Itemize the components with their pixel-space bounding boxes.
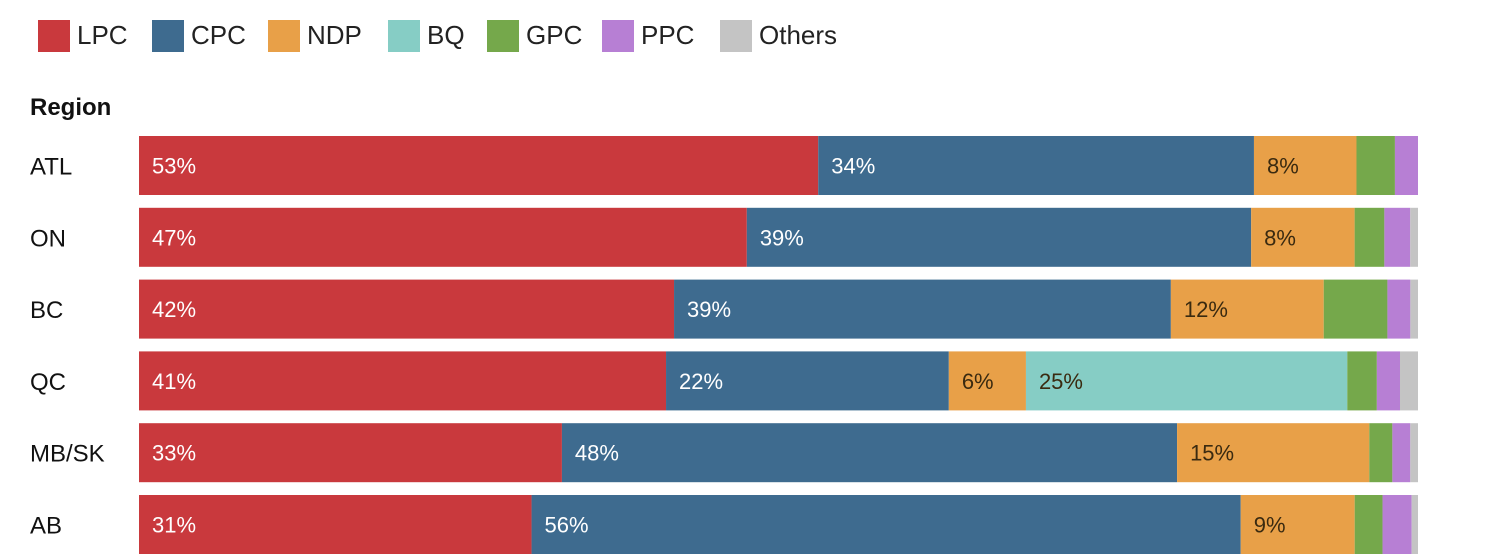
data-label-qc-cpc: 22% [679,369,723,394]
bar-atl-lpc [139,136,819,195]
category-label-qc: QC [30,369,66,396]
bar-bc-lpc [139,279,675,339]
legend-label-ppc: PPC [641,20,694,50]
bar-mb-sk-lpc [139,423,562,483]
bar-on-cpc [746,207,1252,267]
legend-swatch-cpc [152,20,184,52]
data-label-atl-cpc: 34% [831,154,875,179]
bar-bc-ppc [1387,279,1411,339]
category-label-mb-sk: MB/SK [30,441,105,468]
data-label-bc-ndp: 12% [1184,297,1228,322]
bar-on-ndp [1251,207,1355,267]
bar-ab-cpc [531,495,1241,554]
bar-mb-sk-others [1410,423,1418,483]
bar-qc-ppc [1376,351,1401,411]
bar-on-others [1410,207,1418,267]
data-label-qc-bq: 25% [1039,369,1083,394]
data-label-atl-lpc: 53% [152,154,196,179]
bar-atl-gpc [1356,136,1395,195]
legend-label-gpc: GPC [526,20,582,50]
bar-ab-ndp [1240,495,1355,554]
bar-bc-ndp [1170,279,1324,339]
legend-label-others: Others [759,20,837,50]
bar-bc-cpc [674,279,1171,339]
bar-bc-gpc [1323,279,1388,339]
data-label-ab-ndp: 9% [1254,513,1286,538]
data-label-mb-sk-lpc: 33% [152,441,196,466]
legend-label-cpc: CPC [191,20,246,50]
data-label-on-ndp: 8% [1264,225,1296,250]
bar-atl-cpc [818,136,1254,195]
data-label-on-cpc: 39% [760,225,804,250]
bar-qc-gpc [1347,351,1377,411]
bar-atl-ppc [1394,136,1418,195]
bar-mb-sk-gpc [1369,423,1393,483]
legend-swatch-ppc [602,20,634,52]
legend-label-lpc: LPC [77,20,128,50]
bar-on-gpc [1354,207,1385,267]
data-labels: 53% 34% 8% 47% 39% 8% 42% 39% 12% 41% 22% 6% 25% 33% 4… [152,154,1299,538]
bar-qc-bq [1025,351,1348,411]
bar-mb-sk-ppc [1392,423,1411,483]
data-label-mb-sk-ndp: 15% [1190,441,1234,466]
bar-bc-others [1410,279,1418,339]
bar-on-lpc [139,207,747,267]
category-labels: ATL ON BC QC MB/SK AB [30,154,105,540]
data-label-qc-lpc: 41% [152,369,196,394]
bars [139,136,1418,554]
legend-swatch-ndp [268,20,300,52]
bar-mb-sk-cpc [561,423,1178,483]
data-label-bc-cpc: 39% [687,297,731,322]
data-label-qc-ndp: 6% [962,369,994,394]
legend-label-bq: BQ [427,20,465,50]
bar-on-ppc [1384,207,1411,267]
data-label-mb-sk-cpc: 48% [575,441,619,466]
legend: LPC CPC NDP BQ GPC PPC Others [38,20,837,52]
y-axis-title: Region [30,94,111,121]
bar-qc-others [1400,351,1418,411]
bar-mb-sk-ndp [1177,423,1370,483]
data-label-atl-ndp: 8% [1267,154,1299,179]
data-label-on-lpc: 47% [152,225,196,250]
bar-ab-ppc [1382,495,1412,554]
legend-swatch-bq [388,20,420,52]
bar-ab-lpc [139,495,532,554]
bar-ab-others [1411,495,1418,554]
bar-qc-cpc [666,351,949,411]
bar-qc-lpc [139,351,667,411]
legend-label-ndp: NDP [307,20,362,50]
category-label-atl: ATL [30,154,72,181]
bar-atl-ndp [1253,136,1357,195]
data-label-bc-lpc: 42% [152,297,196,322]
legend-swatch-gpc [487,20,519,52]
category-label-on: ON [30,225,66,252]
data-label-ab-lpc: 31% [152,513,196,538]
bar-ab-gpc [1354,495,1383,554]
bar-qc-ndp [948,351,1026,411]
legend-swatch-others [720,20,752,52]
legend-swatch-lpc [38,20,70,52]
category-label-ab: AB [30,513,62,540]
category-label-bc: BC [30,297,63,324]
data-label-ab-cpc: 56% [545,513,589,538]
